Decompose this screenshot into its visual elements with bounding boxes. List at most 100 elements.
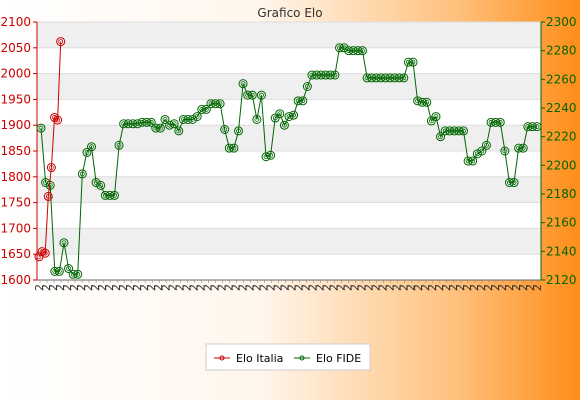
data-point-elo-fide: [316, 70, 326, 80]
data-point-elo-fide: [403, 57, 413, 67]
data-point-elo-fide: [527, 122, 537, 132]
data-point-elo-fide: [215, 99, 225, 109]
data-point-elo-fide-inner: [52, 268, 58, 274]
data-point-elo-fide: [243, 90, 253, 100]
data-point-elo-fide-inner: [502, 148, 508, 154]
data-point-elo-fide-inner: [484, 142, 489, 148]
x-tick-label: 2: [307, 284, 320, 291]
data-point-elo-fide: [109, 190, 119, 200]
data-point-elo-fide-inner: [461, 128, 466, 134]
data-point-elo-fide-inner: [534, 124, 540, 130]
series-line-elo-fide: [40, 47, 537, 275]
x-tick-label: 2: [363, 284, 376, 291]
data-point-elo-fide-inner: [66, 266, 71, 271]
data-point-elo-fide: [431, 112, 441, 122]
data-point-elo-fide: [275, 109, 285, 119]
data-point-elo-fide: [188, 114, 198, 124]
data-point-elo-fide: [169, 119, 179, 129]
data-point-elo-fide: [449, 126, 459, 136]
data-point-elo-fide: [91, 178, 101, 188]
y-left-tick-label: 1750: [0, 196, 31, 210]
data-point-elo-italia-inner: [45, 194, 51, 199]
x-tick-label: 2: [103, 284, 116, 291]
y-right-tick-label: 2280: [546, 44, 577, 58]
y-right-tick-label: 2140: [546, 244, 577, 258]
data-point-elo-fide: [394, 73, 404, 83]
x-tick-label: 2: [201, 284, 214, 291]
data-point-elo-fide-inner: [84, 150, 90, 155]
data-point-elo-fide-inner: [369, 75, 375, 81]
data-point-elo-fide: [307, 70, 317, 80]
data-point-elo-fide: [463, 156, 473, 166]
x-tick-label: 2: [194, 284, 207, 291]
x-tick-label: 2: [250, 284, 263, 291]
data-point-elo-fide: [477, 146, 487, 156]
x-tick-label: 2: [335, 284, 348, 291]
y-left-tick-label: 1850: [0, 144, 31, 158]
data-point-elo-fide: [518, 143, 528, 153]
data-point-elo-fide: [201, 104, 211, 114]
data-point-elo-fide: [481, 140, 491, 150]
x-tick-label: 2: [40, 284, 53, 291]
x-tick-label: 2: [524, 284, 537, 291]
data-point-elo-fide-inner: [249, 92, 255, 98]
data-point-elo-fide-inner: [479, 148, 485, 154]
data-point-elo-fide-inner: [112, 193, 117, 198]
data-point-elo-fide-inner: [401, 75, 407, 81]
y-left-tick-label: 1700: [0, 221, 31, 235]
data-point-elo-fide: [178, 114, 188, 124]
data-point-elo-fide-inner: [497, 119, 503, 125]
x-tick-label: 2: [503, 284, 516, 291]
x-tick-label: 2: [447, 284, 460, 291]
data-point-elo-fide: [119, 119, 129, 129]
y-left-tick-label: 1650: [0, 247, 31, 261]
data-point-elo-fide-inner: [419, 99, 425, 105]
data-point-elo-fide: [321, 70, 331, 80]
x-tick-label: 2: [293, 284, 306, 291]
data-point-elo-fide-inner: [309, 72, 315, 78]
data-point-elo-fide: [344, 46, 354, 56]
data-point-elo-fide-inner: [520, 145, 526, 151]
data-point-elo-fide: [256, 90, 266, 100]
x-tick-label: 2: [96, 284, 109, 291]
data-point-elo-fide: [390, 73, 400, 83]
x-tick-label: 2: [33, 284, 46, 291]
x-tick-label: 2: [300, 284, 313, 291]
data-point-elo-fide: [151, 123, 161, 133]
x-tick-label: 2: [152, 284, 165, 291]
data-point-elo-fide-inner: [98, 182, 104, 188]
data-point-elo-fide: [87, 142, 97, 152]
data-point-elo-italia-inner: [58, 39, 64, 45]
data-point-elo-fide-inner: [488, 119, 494, 125]
grid-band: [37, 22, 541, 48]
data-point-elo-fide: [146, 117, 156, 127]
y-right-tick-label: 2240: [546, 101, 577, 115]
data-point-elo-fide-inner: [470, 158, 476, 164]
data-point-elo-fide-inner: [516, 145, 522, 151]
data-point-elo-italia-inner: [42, 250, 48, 256]
x-tick-label: 2: [208, 284, 221, 291]
data-point-elo-fide-inner: [208, 101, 214, 107]
data-point-elo-fide: [105, 190, 115, 200]
x-tick-label: 2: [496, 284, 509, 291]
data-point-elo-italia: [56, 37, 66, 47]
x-tick-label: 2: [489, 284, 502, 291]
data-point-elo-fide-inner: [300, 98, 306, 104]
data-point-elo-fide: [289, 110, 299, 120]
x-tick-label: 2: [370, 284, 383, 291]
x-tick-label: 2: [517, 284, 530, 291]
data-point-elo-fide-inner: [396, 75, 402, 81]
data-point-elo-fide: [100, 190, 110, 200]
data-point-elo-fide-inner: [61, 240, 67, 246]
x-tick-label: 2: [328, 284, 341, 291]
x-tick-label: 2: [117, 284, 130, 291]
x-tick-label: 2: [54, 284, 67, 291]
x-tick-label: 2: [440, 284, 453, 291]
data-point-elo-fide: [77, 169, 87, 179]
data-point-elo-fide-inner: [428, 118, 434, 124]
data-point-elo-fide: [54, 266, 64, 276]
x-tick-label: 2: [510, 284, 523, 291]
data-point-elo-fide-inner: [158, 125, 163, 131]
data-point-elo-fide: [367, 73, 377, 83]
data-point-elo-italia: [46, 163, 56, 173]
